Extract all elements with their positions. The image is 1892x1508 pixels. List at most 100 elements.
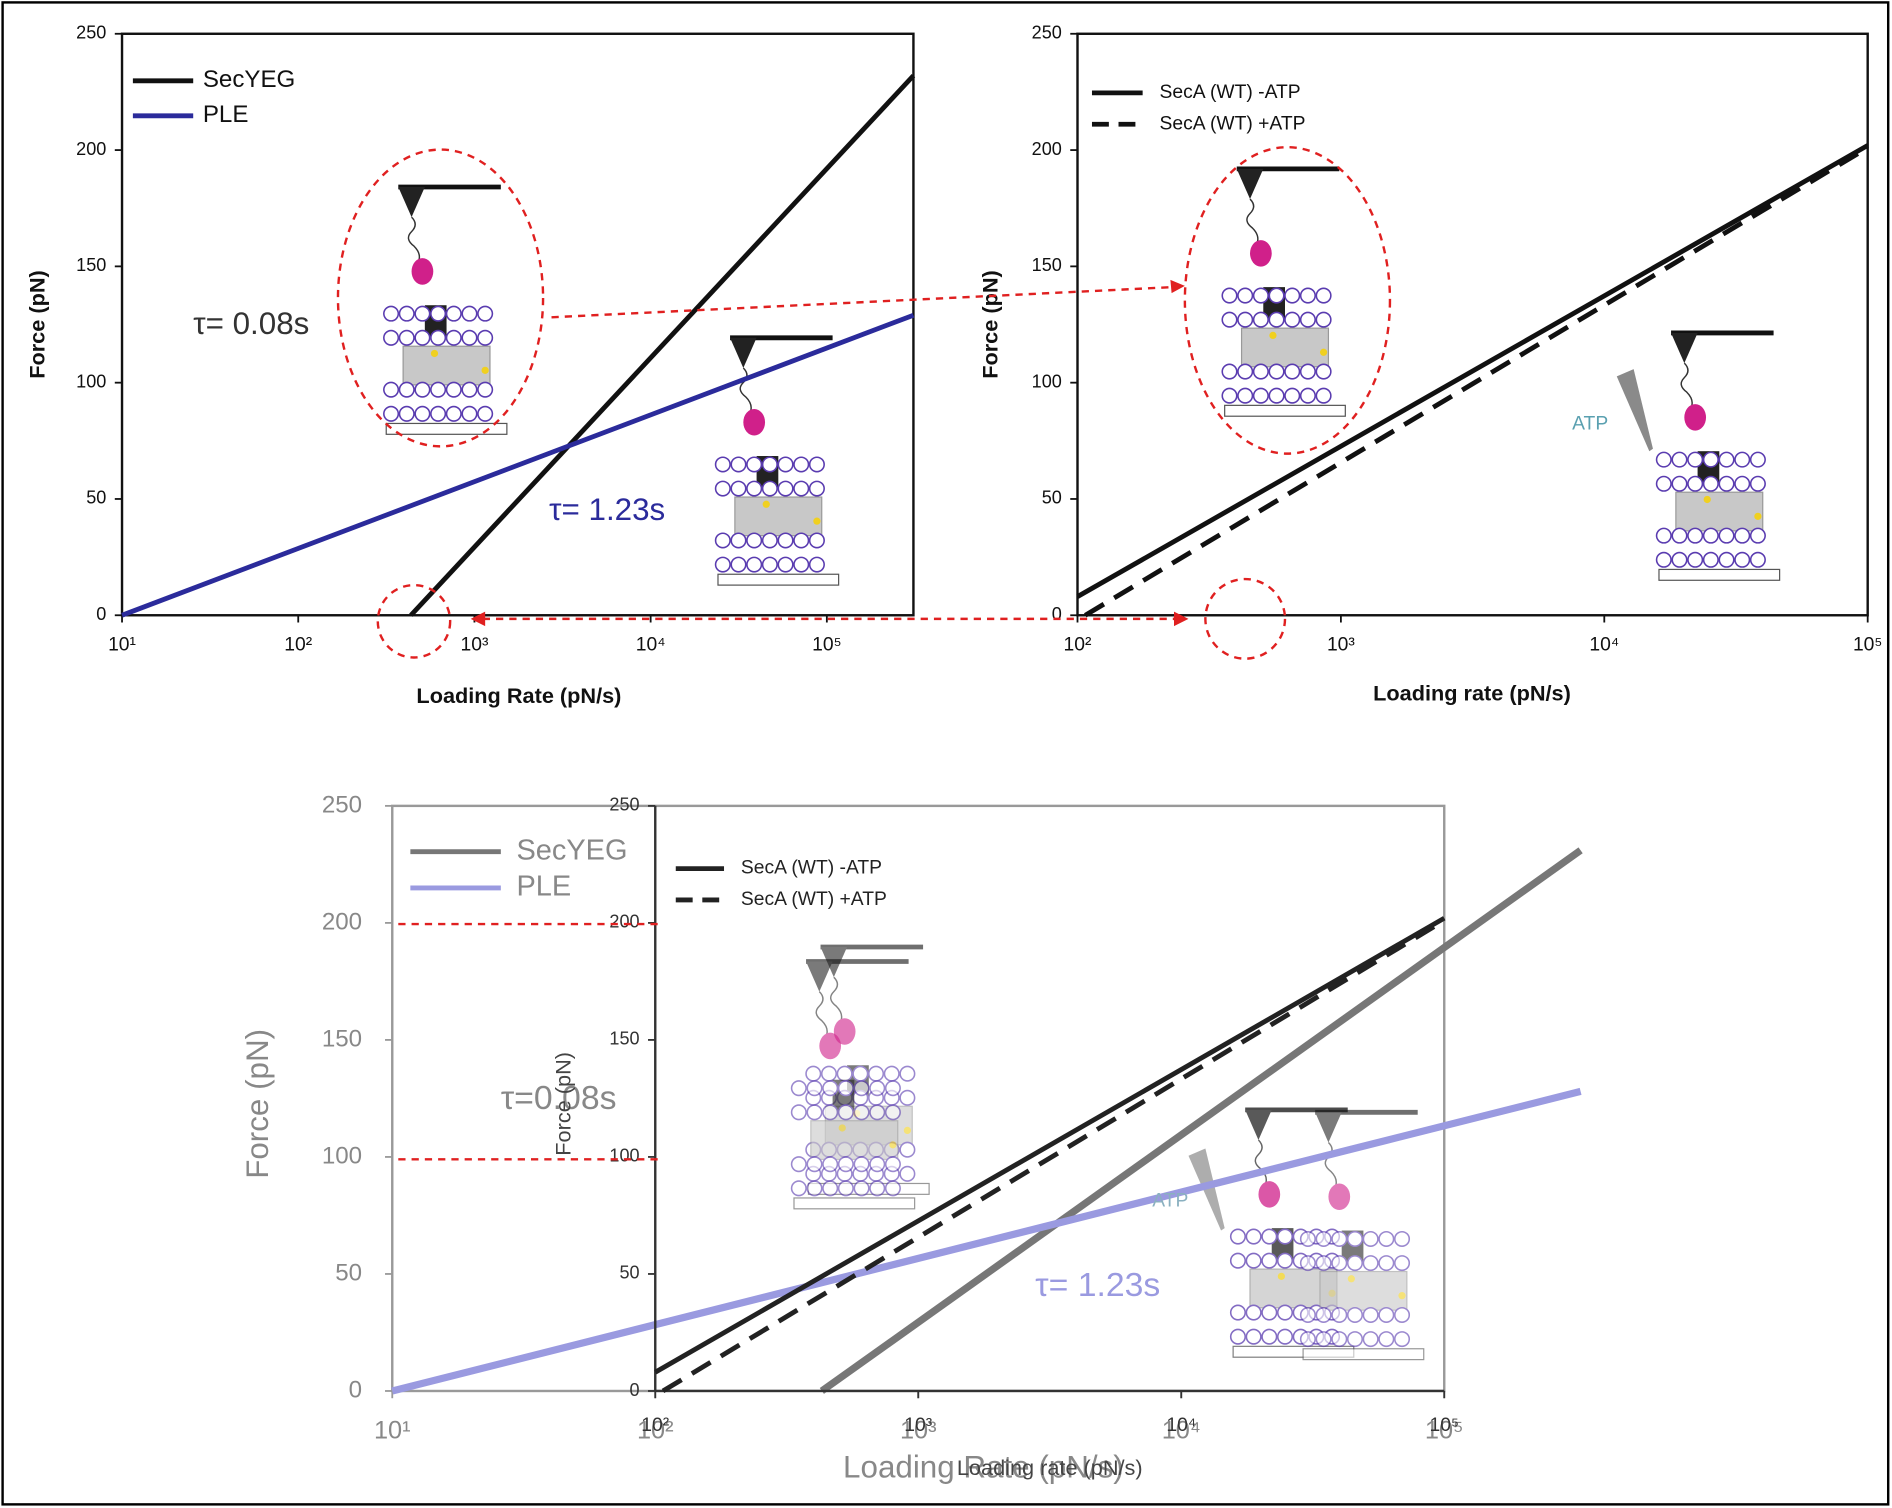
lipid-head: [869, 1156, 886, 1173]
lipid-head: [1261, 1252, 1278, 1269]
x-tick-label: 10²: [637, 1417, 674, 1445]
lipid-head: [1221, 311, 1238, 328]
lipid-head: [383, 381, 400, 398]
y-tick-label: 150: [1032, 255, 1062, 275]
lipid-head: [761, 532, 778, 549]
tip: [1671, 332, 1698, 364]
y-axis-label: Force (pN): [25, 270, 50, 379]
lipid-head: [808, 456, 825, 473]
pipette-body: [1188, 1148, 1225, 1231]
y-tick-label: 150: [76, 255, 106, 275]
highlight-circle: [376, 583, 452, 659]
lipid-head: [1393, 1230, 1411, 1247]
legend-label: SecYEG: [517, 834, 628, 866]
lipid-head: [1299, 1306, 1316, 1323]
lipid-head: [836, 1065, 853, 1082]
lipid-head: [461, 405, 478, 422]
lipid-head: [1276, 1328, 1294, 1345]
lipid-head: [790, 1156, 807, 1173]
marker: [762, 500, 770, 508]
substrate: [1302, 1348, 1425, 1361]
tip: [806, 961, 833, 992]
series-line: [661, 918, 1446, 1394]
lipid-head: [1687, 451, 1704, 468]
lipid-head: [1687, 551, 1704, 568]
lipid-head: [1378, 1331, 1395, 1348]
lipid-head: [477, 381, 494, 398]
x-tick-label: 10²: [284, 635, 312, 656]
lipid-head: [1315, 287, 1332, 304]
polymer: [830, 976, 843, 1021]
lipid-head: [1245, 1228, 1262, 1245]
lipid-head: [822, 1104, 839, 1121]
chart: 0 50 100 150 200 250 10² 10³ 10⁴ 10⁵ Force (pN) Loa…: [551, 795, 1459, 1480]
arrowhead: [1170, 279, 1185, 294]
lipid-head: [1393, 1255, 1411, 1272]
polymer: [1254, 1139, 1268, 1184]
lipid-head: [837, 1156, 854, 1173]
x-tick-label: 10⁵: [1430, 1415, 1459, 1436]
x-axis-label: Loading rate (pN/s): [1373, 681, 1571, 706]
lipid-head: [790, 1080, 807, 1097]
afm-schematic: [714, 335, 840, 586]
lipid-head: [398, 405, 415, 422]
lipid-head: [1718, 551, 1735, 568]
x-axis-label: Loading Rate (pN/s): [416, 683, 621, 708]
tip: [1315, 1112, 1342, 1143]
y-tick-label: 0: [349, 1376, 362, 1403]
lipid-head: [853, 1156, 870, 1173]
y-tick-label: 100: [76, 371, 106, 391]
pipette: [1616, 369, 1653, 452]
red-annotations: [336, 145, 1392, 1161]
lipid-head: [1393, 1331, 1411, 1348]
membrane-protein: [1675, 491, 1764, 532]
lipid-head: [1299, 1230, 1316, 1247]
tip: [1236, 168, 1264, 200]
legend-label: SecA (WT) -ATP: [741, 858, 882, 879]
lipid-head: [869, 1104, 886, 1121]
lipid-head: [1362, 1331, 1379, 1348]
membrane-protein: [810, 1120, 899, 1160]
lipid-head: [1299, 311, 1316, 328]
lipid-head: [414, 405, 431, 422]
lipid-head: [1284, 311, 1301, 328]
lipid-head: [808, 556, 825, 573]
lipid-head: [1268, 287, 1285, 304]
lipid-head: [1734, 527, 1751, 544]
marker: [1347, 1275, 1355, 1283]
substrate: [1224, 404, 1346, 417]
polymer: [407, 216, 421, 261]
protein: [1250, 240, 1272, 267]
lipid-head: [746, 456, 763, 473]
lipid-head: [853, 1104, 870, 1121]
x-tick-label: 10³: [900, 1417, 937, 1445]
lipid-head: [1346, 1230, 1363, 1247]
lipid-head: [837, 1180, 854, 1197]
lipid-head: [1245, 1252, 1262, 1269]
lipid-head: [430, 305, 447, 322]
lipid-head: [793, 480, 810, 497]
lipid-head: [1671, 451, 1688, 468]
lipid-head: [1229, 1328, 1246, 1345]
annotation: τ= 0.08s: [193, 306, 309, 341]
lipid-head: [1346, 1331, 1363, 1348]
lipid-head: [1261, 1328, 1278, 1345]
marker: [903, 1126, 912, 1135]
lipid-head: [1702, 551, 1719, 568]
substrate: [385, 422, 508, 435]
lipid-head: [414, 329, 431, 346]
substrate: [717, 573, 840, 586]
lipid-head: [1229, 1252, 1246, 1269]
membrane-protein: [1319, 1270, 1408, 1311]
lipid-head: [414, 305, 431, 322]
lipid-head: [1315, 1255, 1332, 1272]
protein: [833, 1018, 856, 1045]
lipid-head: [714, 556, 731, 573]
lipid-head: [1261, 1228, 1278, 1245]
lipid-head: [1702, 527, 1719, 544]
lipid-head: [822, 1080, 839, 1097]
y-tick-label: 100: [322, 1142, 362, 1169]
lipid-head: [883, 1065, 900, 1082]
y-tick-label: 250: [76, 23, 106, 43]
